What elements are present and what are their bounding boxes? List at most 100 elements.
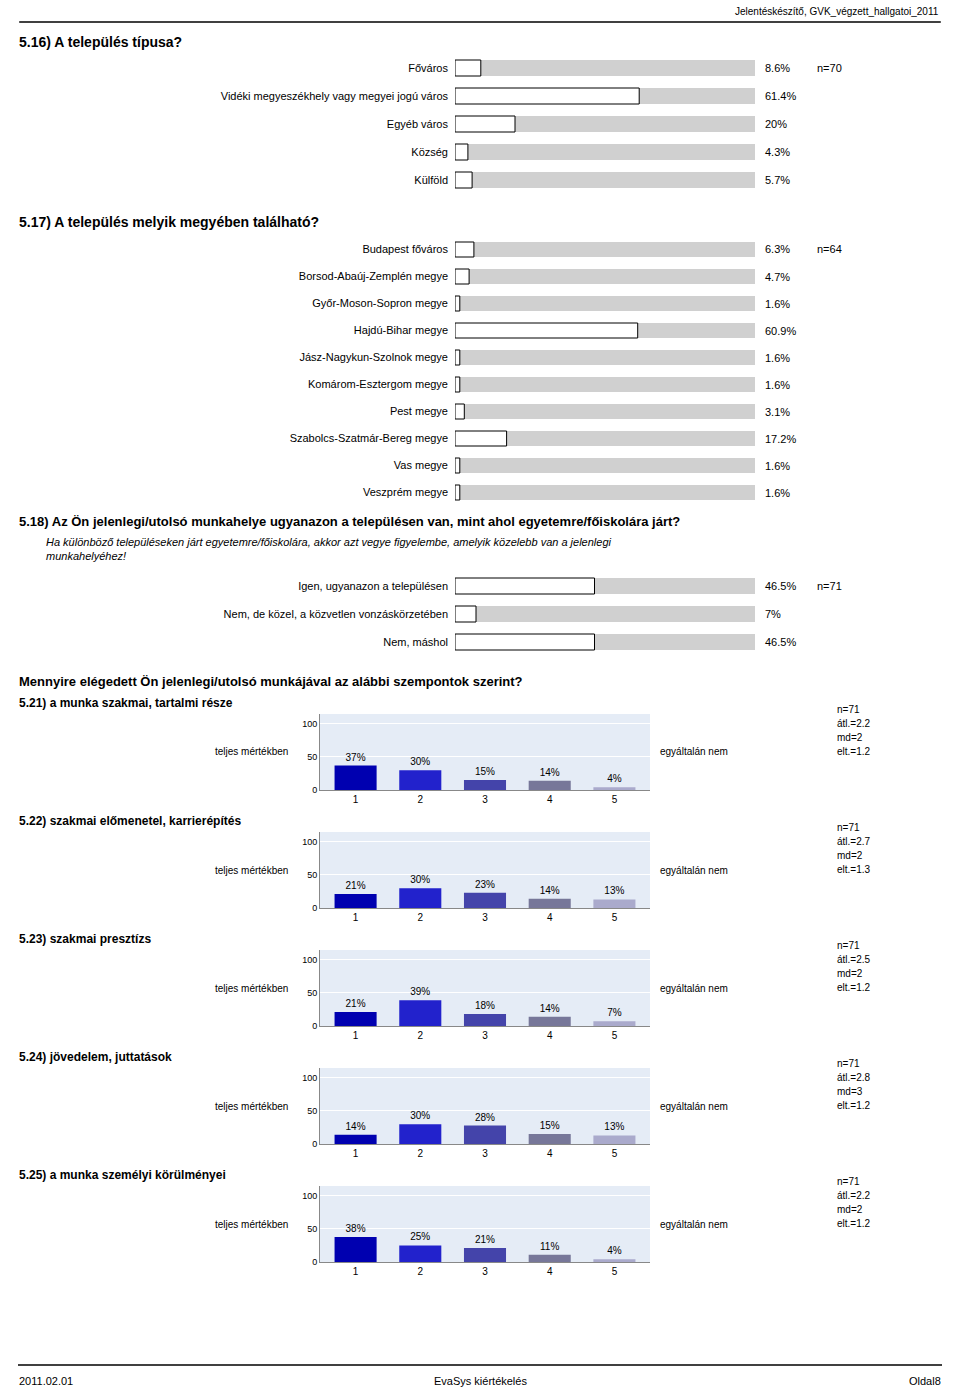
svg-text:Ha különböző településeken jár: Ha különböző településeken járt egyetemr…: [46, 536, 612, 562]
svg-text:elt.=1.3: elt.=1.3: [837, 864, 871, 875]
svg-text:teljes mértékben: teljes mértékben: [215, 746, 288, 757]
svg-text:Vas megye: Vas megye: [394, 459, 448, 471]
svg-text:n=71: n=71: [837, 704, 860, 715]
svg-text:3: 3: [482, 1030, 488, 1041]
svg-text:elt.=1.2: elt.=1.2: [837, 982, 871, 993]
svg-text:60.9%: 60.9%: [765, 325, 796, 337]
svg-text:egyáltalán nem: egyáltalán nem: [660, 1101, 728, 1112]
svg-text:1.6%: 1.6%: [765, 298, 790, 310]
svg-text:Oldal8: Oldal8: [909, 1375, 941, 1387]
svg-text:n=64: n=64: [817, 243, 842, 255]
svg-text:2: 2: [418, 1030, 424, 1041]
svg-text:5.21) a munka szakmai, tartalm: 5.21) a munka szakmai, tartalmi része: [19, 696, 233, 710]
svg-text:Jász-Nagykun-Szolnok megye: Jász-Nagykun-Szolnok megye: [299, 351, 448, 363]
svg-text:1.6%: 1.6%: [765, 487, 790, 499]
svg-text:Főváros: Főváros: [408, 62, 448, 74]
svg-text:25%: 25%: [410, 1231, 430, 1242]
svg-text:n=71: n=71: [837, 1176, 860, 1187]
svg-text:100: 100: [302, 719, 317, 729]
svg-text:18%: 18%: [475, 1000, 495, 1011]
svg-text:5.24) jövedelem, juttatások: 5.24) jövedelem, juttatások: [19, 1050, 172, 1064]
svg-text:46.5%: 46.5%: [765, 580, 796, 592]
svg-text:5: 5: [612, 1030, 618, 1041]
svg-text:21%: 21%: [475, 1234, 495, 1245]
svg-text:11%: 11%: [540, 1241, 559, 1252]
svg-text:61.4%: 61.4%: [765, 90, 796, 102]
svg-text:elt.=1.2: elt.=1.2: [837, 1218, 871, 1229]
svg-text:átl.=2.7: átl.=2.7: [837, 836, 871, 847]
svg-text:7%: 7%: [607, 1007, 622, 1018]
svg-text:0: 0: [312, 1257, 317, 1267]
svg-text:3: 3: [482, 1266, 488, 1277]
svg-text:teljes mértékben: teljes mértékben: [215, 983, 288, 994]
svg-text:n=71: n=71: [837, 940, 860, 951]
svg-text:elt.=1.2: elt.=1.2: [837, 1100, 871, 1111]
svg-text:14%: 14%: [540, 1003, 560, 1014]
svg-text:n=71: n=71: [837, 1058, 860, 1069]
svg-text:egyáltalán nem: egyáltalán nem: [660, 1219, 728, 1230]
svg-text:4: 4: [547, 1266, 553, 1277]
svg-text:5.17) A település melyik megyé: 5.17) A település melyik megyében találh…: [19, 214, 319, 230]
svg-text:1: 1: [353, 1030, 359, 1041]
svg-text:Veszprém megye: Veszprém megye: [363, 486, 448, 498]
svg-text:17.2%: 17.2%: [765, 433, 796, 445]
svg-text:2011.02.01: 2011.02.01: [19, 1375, 73, 1387]
svg-text:teljes mértékben: teljes mértékben: [215, 1219, 288, 1230]
svg-text:100: 100: [302, 837, 317, 847]
svg-text:50: 50: [307, 1106, 317, 1116]
svg-text:30%: 30%: [410, 756, 430, 767]
svg-text:5.22) szakmai előmenetel, karr: 5.22) szakmai előmenetel, karrierépítés: [19, 814, 241, 828]
svg-text:1: 1: [353, 912, 359, 923]
svg-text:egyáltalán nem: egyáltalán nem: [660, 865, 728, 876]
svg-text:13%: 13%: [604, 885, 624, 896]
svg-text:4.3%: 4.3%: [765, 146, 790, 158]
svg-text:6.3%: 6.3%: [765, 243, 790, 255]
svg-text:100: 100: [302, 955, 317, 965]
svg-text:3.1%: 3.1%: [765, 406, 790, 418]
svg-text:4%: 4%: [607, 1245, 622, 1256]
svg-text:n=71: n=71: [817, 580, 842, 592]
svg-text:Egyéb város: Egyéb város: [387, 118, 449, 130]
svg-text:3: 3: [482, 1148, 488, 1159]
svg-text:23%: 23%: [475, 879, 495, 890]
svg-text:elt.=1.2: elt.=1.2: [837, 746, 871, 757]
svg-text:38%: 38%: [346, 1223, 366, 1234]
svg-text:100: 100: [302, 1073, 317, 1083]
svg-text:0: 0: [312, 1139, 317, 1149]
svg-text:1: 1: [353, 1148, 359, 1159]
svg-text:Budapest főváros: Budapest főváros: [362, 243, 448, 255]
svg-text:n=70: n=70: [817, 62, 842, 74]
svg-text:5: 5: [612, 912, 618, 923]
svg-text:4: 4: [547, 912, 553, 923]
svg-text:Győr-Moson-Sopron megye: Győr-Moson-Sopron megye: [312, 297, 448, 309]
svg-text:14%: 14%: [346, 1121, 366, 1132]
svg-text:1.6%: 1.6%: [765, 352, 790, 364]
svg-text:n=71: n=71: [837, 822, 860, 833]
svg-text:átl.=2.2: átl.=2.2: [837, 1190, 871, 1201]
svg-text:50: 50: [307, 752, 317, 762]
svg-text:39%: 39%: [410, 986, 430, 997]
svg-text:100: 100: [302, 1191, 317, 1201]
svg-text:37%: 37%: [346, 752, 366, 763]
svg-text:4: 4: [547, 794, 553, 805]
svg-text:14%: 14%: [540, 767, 560, 778]
svg-text:15%: 15%: [540, 1120, 560, 1131]
svg-text:5.18) Az Ön jelenlegi/utolsó m: 5.18) Az Ön jelenlegi/utolsó munkahelye …: [19, 514, 680, 529]
svg-text:5: 5: [612, 1148, 618, 1159]
svg-text:46.5%: 46.5%: [765, 636, 796, 648]
svg-text:md=3: md=3: [837, 1086, 863, 1097]
svg-text:4.7%: 4.7%: [765, 271, 790, 283]
svg-text:0: 0: [312, 1021, 317, 1031]
svg-text:8.6%: 8.6%: [765, 62, 790, 74]
svg-text:4%: 4%: [607, 773, 622, 784]
svg-text:egyáltalán nem: egyáltalán nem: [660, 746, 728, 757]
svg-text:5: 5: [612, 1266, 618, 1277]
svg-text:Mennyire elégedett Ön jelenleg: Mennyire elégedett Ön jelenlegi/utolsó m…: [19, 674, 523, 689]
svg-text:50: 50: [307, 1224, 317, 1234]
svg-text:Vidéki megyeszékhely vagy megy: Vidéki megyeszékhely vagy megyei jogú vá…: [221, 90, 449, 102]
svg-text:21%: 21%: [346, 998, 366, 1009]
svg-text:3: 3: [482, 794, 488, 805]
svg-text:1: 1: [353, 794, 359, 805]
svg-text:Hajdú-Bihar megye: Hajdú-Bihar megye: [354, 324, 448, 336]
svg-text:md=2: md=2: [837, 968, 863, 979]
